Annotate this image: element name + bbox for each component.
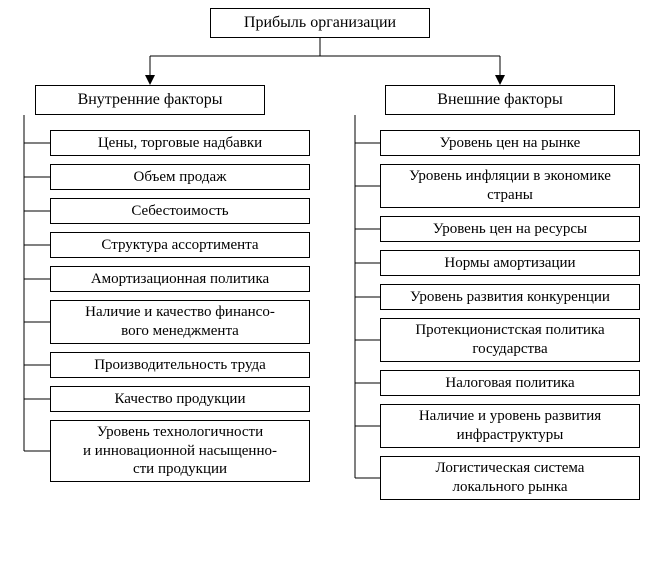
factor-item-label: Качество продукции — [115, 390, 246, 409]
factor-item: Налоговая политика — [380, 370, 640, 396]
factor-item-label: Налоговая политика — [445, 374, 574, 393]
factor-item: Наличие и уровень развития инфраструктур… — [380, 404, 640, 448]
factor-item: Амортизационная политика — [50, 266, 310, 292]
factor-item: Логистическая система локального рынка — [380, 456, 640, 500]
factor-item-label: Уровень инфляции в экономике страны — [409, 167, 611, 205]
factor-item: Уровень цен на ресурсы — [380, 216, 640, 242]
factor-item-label: Логистическая система локального рынка — [436, 459, 585, 497]
factor-item: Уровень цен на рынке — [380, 130, 640, 156]
factor-item-label: Уровень цен на ресурсы — [433, 220, 587, 239]
column-header-external: Внешние факторы — [385, 85, 615, 115]
factor-item-label: Производительность труда — [94, 356, 266, 375]
factor-item: Уровень технологичности и инновационной … — [50, 420, 310, 482]
factor-item: Уровень инфляции в экономике страны — [380, 164, 640, 208]
column-header-label: Внутренние факторы — [78, 90, 223, 110]
factor-item: Уровень развития конкуренции — [380, 284, 640, 310]
factor-item-label: Нормы амортизации — [444, 254, 575, 273]
factor-item-label: Наличие и качество финансо- вого менеджм… — [85, 303, 275, 341]
factor-item: Объем продаж — [50, 164, 310, 190]
factor-item-label: Уровень развития конкуренции — [410, 288, 610, 307]
root-label: Прибыль организации — [244, 13, 396, 33]
factor-item: Цены, торговые надбавки — [50, 130, 310, 156]
factor-item: Структура ассортимента — [50, 232, 310, 258]
factor-item: Нормы амортизации — [380, 250, 640, 276]
factor-item-label: Уровень цен на рынке — [440, 134, 581, 153]
factor-item: Качество продукции — [50, 386, 310, 412]
factor-item: Наличие и качество финансо- вого менеджм… — [50, 300, 310, 344]
factor-item-label: Себестоимость — [131, 202, 228, 221]
factor-item-label: Наличие и уровень развития инфраструктур… — [419, 407, 601, 445]
factor-item-label: Уровень технологичности и инновационной … — [83, 423, 277, 479]
root-node: Прибыль организации — [210, 8, 430, 38]
factor-item: Себестоимость — [50, 198, 310, 224]
column-header-internal: Внутренние факторы — [35, 85, 265, 115]
factor-item: Протекционистская политика государства — [380, 318, 640, 362]
factor-item-label: Цены, торговые надбавки — [98, 134, 262, 153]
factor-item-label: Объем продаж — [134, 168, 227, 187]
factor-item: Производительность труда — [50, 352, 310, 378]
factor-item-label: Протекционистская политика государства — [415, 321, 604, 359]
column-header-label: Внешние факторы — [437, 90, 562, 110]
factor-item-label: Структура ассортимента — [101, 236, 258, 255]
factor-item-label: Амортизационная политика — [91, 270, 269, 289]
